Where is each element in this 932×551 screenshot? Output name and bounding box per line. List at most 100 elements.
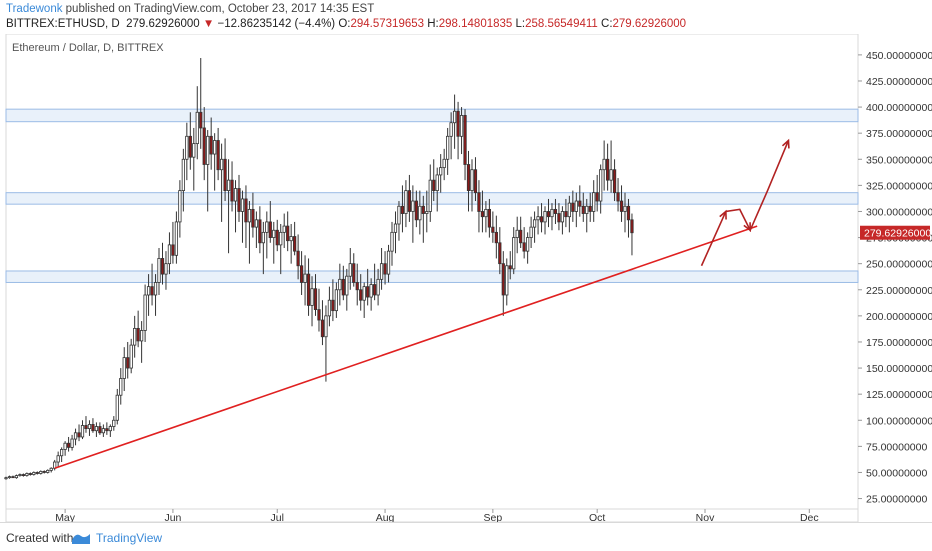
candle-body (66, 442, 71, 448)
candle-body (362, 286, 366, 301)
candle-body (571, 202, 575, 212)
candle-body (463, 115, 467, 165)
candle-body (355, 282, 359, 291)
price-tick-label: 175.00000000 (866, 337, 932, 349)
candle-body (452, 110, 457, 124)
candle-body (11, 476, 15, 479)
candle-body (240, 198, 245, 212)
arrowhead-down (743, 222, 752, 232)
price-tick-label: 375.00000000 (866, 128, 932, 140)
footer: Created with TradingView (0, 522, 932, 551)
candle-body (160, 258, 165, 275)
price-chart[interactable]: 25.00000000 50.00000000 75.00000000 100.000… (0, 34, 932, 522)
candle-body (14, 475, 19, 479)
candle-body (491, 226, 495, 233)
candle-body (508, 265, 512, 270)
candle-body (327, 299, 332, 317)
candle-body (101, 428, 105, 434)
candle-body (432, 179, 436, 191)
candle-body (21, 474, 26, 476)
candle-body (501, 263, 505, 296)
candle-body (143, 294, 147, 331)
candle-body (223, 158, 227, 191)
publish-info: published on TradingView.com, October 23… (62, 3, 375, 15)
price-tick-label: 225.00000000 (866, 285, 932, 297)
candle-body (216, 140, 220, 171)
drawings[interactable] (54, 138, 790, 470)
time-tick-label: Aug (376, 512, 395, 522)
candle-body (484, 208, 488, 218)
candle-body (324, 315, 328, 338)
price-tick-label: 250.00000000 (866, 259, 932, 271)
price-axis[interactable]: 25.00000000 50.00000000 75.00000000 100.000… (858, 50, 932, 506)
candle-body (414, 200, 418, 221)
candle-body (352, 263, 356, 283)
arrowhead-up-2 (781, 138, 790, 149)
candle-body (129, 344, 133, 369)
trendline (54, 225, 758, 470)
price-tick-label: 150.00000000 (866, 363, 932, 375)
candle-body (247, 208, 252, 223)
candle-body (258, 219, 262, 244)
candle-body (174, 221, 179, 256)
time-tick-label: Jun (164, 512, 181, 522)
candle-body (91, 424, 95, 432)
candle-body (18, 474, 22, 476)
candle-body (564, 211, 568, 218)
support-zone-1 (5, 192, 859, 205)
candle-body (546, 211, 551, 218)
candle-body (133, 327, 137, 346)
candle-body (543, 211, 547, 223)
candle-body (626, 205, 631, 221)
candle-body (63, 442, 67, 450)
candle-body (188, 135, 192, 158)
candle-body (449, 122, 453, 137)
price-tick-label: 300.00000000 (866, 206, 932, 218)
candle-body (126, 357, 130, 369)
candle-body (494, 231, 498, 244)
time-axis[interactable]: May Jun Jul Aug Sep Oct Nov Dec (55, 509, 819, 522)
candle-body (140, 330, 144, 342)
candle-body (592, 192, 596, 212)
candle-body (213, 140, 217, 155)
chart-header: Tradewonk published on TradingView.com, … (0, 0, 932, 34)
candle-body (313, 288, 318, 311)
time-tick-label: Dec (800, 512, 819, 522)
candle-body (164, 263, 168, 275)
candle-body (251, 208, 255, 228)
candle-body (446, 135, 450, 160)
tradingview-brand[interactable]: TradingView (96, 531, 163, 545)
candle-body (195, 111, 199, 145)
candle-body (150, 286, 154, 296)
candle-body (557, 213, 561, 223)
candle-body (397, 205, 401, 225)
candle-body (560, 211, 565, 223)
author-link[interactable]: Tradewonk (6, 3, 63, 15)
candle-body (279, 231, 283, 246)
candle-body (338, 278, 342, 291)
candle-body (379, 263, 384, 280)
candle-body (383, 263, 387, 275)
candle-body (522, 242, 526, 252)
candle-body (519, 229, 523, 244)
time-tick-label: Jul (271, 512, 284, 522)
candle-body (185, 135, 189, 160)
candle-body (254, 219, 259, 228)
candle-body (425, 211, 429, 214)
candle-body (366, 286, 370, 298)
price-tick-label: 350.00000000 (866, 154, 932, 166)
candle-body (244, 198, 248, 223)
candle-body (393, 223, 398, 233)
candle-body (623, 205, 627, 212)
candle-body (529, 226, 533, 238)
candle-body (369, 284, 373, 298)
candle-body (320, 319, 325, 338)
support-zone-2 (5, 270, 859, 283)
candle-body (237, 188, 241, 212)
down-arrow-icon: ▼ (202, 18, 215, 30)
candle-body (70, 438, 74, 448)
candle-body (595, 192, 599, 202)
candle-body (498, 242, 502, 265)
tradingview-logo-icon (72, 534, 90, 544)
candle-body (602, 158, 606, 171)
